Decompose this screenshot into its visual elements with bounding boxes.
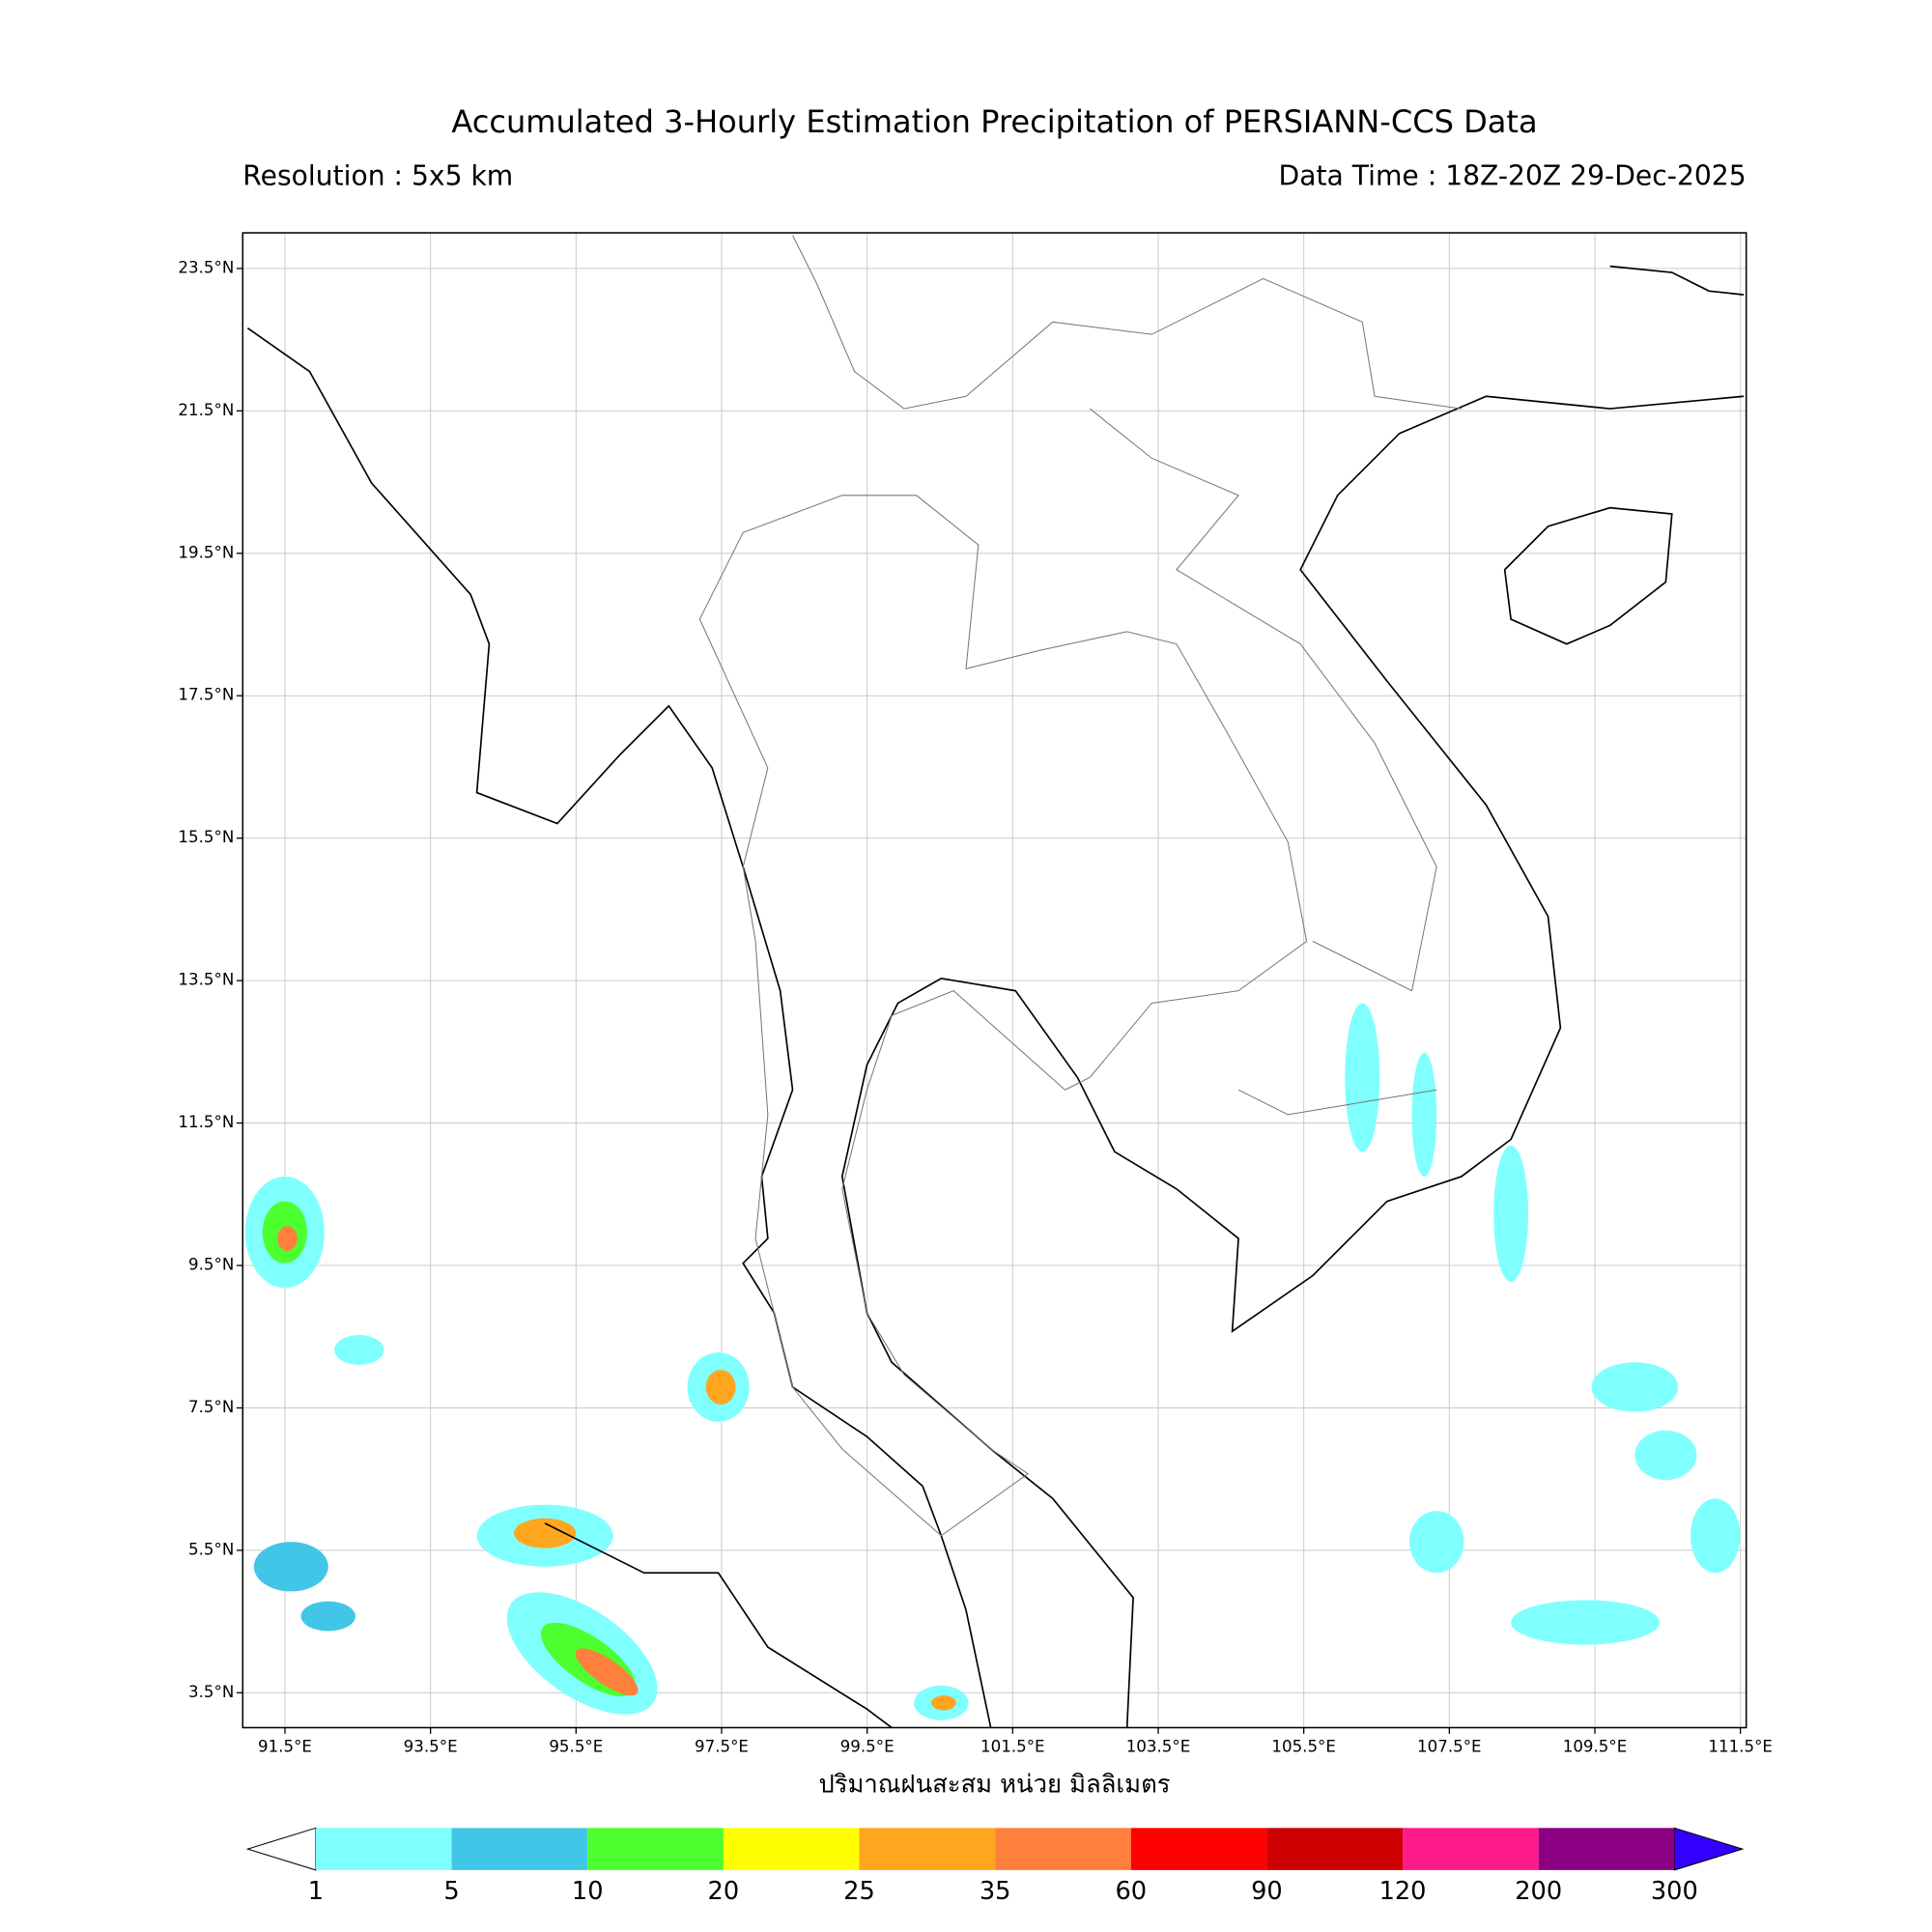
colorbar-under	[245, 1827, 317, 1871]
x-tick-label: 91.5°E	[258, 1737, 312, 1755]
rain-area	[1408, 1511, 1464, 1574]
rain-area	[1634, 1430, 1697, 1481]
rain-area	[1690, 1498, 1741, 1574]
coastline	[246, 327, 992, 1728]
x-tick-label: 105.5°E	[1271, 1737, 1336, 1755]
hainan	[1503, 506, 1673, 645]
colorbar-tick-label: 300	[1651, 1877, 1698, 1906]
geography	[246, 235, 1745, 1729]
title: Accumulated 3-Hourly Estimation Precipit…	[451, 103, 1537, 140]
colorbar-tick-label: 200	[1515, 1877, 1562, 1906]
rain-area	[1511, 1600, 1660, 1645]
rain-area	[300, 1601, 355, 1632]
colorbar-segment	[1266, 1828, 1404, 1870]
colorbar-segment	[1130, 1828, 1267, 1870]
colorbar-segment	[587, 1828, 724, 1870]
colorbar-segment	[315, 1828, 452, 1870]
y-tick-label: 5.5°N	[188, 1540, 234, 1558]
rain-area	[705, 1369, 736, 1405]
coastline	[544, 1522, 893, 1729]
colorbar-segment	[451, 1828, 588, 1870]
y-tick-label: 21.5°N	[178, 401, 234, 419]
colorbar-tick-label: 25	[843, 1877, 875, 1906]
rain-area	[1411, 1052, 1437, 1177]
coastline	[1609, 265, 1745, 296]
thailand-border	[698, 495, 1308, 1537]
y-tick-label: 23.5°N	[178, 258, 234, 276]
country-border	[1237, 1089, 1437, 1116]
country-border	[792, 235, 1462, 410]
precipitation	[244, 1003, 1741, 1720]
rain-area	[1493, 1145, 1529, 1282]
y-tick-label: 15.5°N	[178, 828, 234, 846]
colorbar-segment	[723, 1828, 860, 1870]
x-tick-label: 111.5°E	[1708, 1737, 1773, 1755]
colorbar-label: ปริมาณฝนสะสม หน่วย มิลลิเมตร	[818, 1771, 1170, 1800]
y-tick-label: 3.5°N	[188, 1683, 234, 1701]
colorbar-tick-label: 90	[1251, 1877, 1283, 1906]
x-tick-label: 101.5°E	[980, 1737, 1045, 1755]
rain-area	[253, 1542, 328, 1592]
rain-area	[575, 1648, 639, 1696]
colorbar-tick-label: 35	[980, 1877, 1011, 1906]
colorbar: 1 5 10 20 25 35 60 90 120 200 300	[245, 1827, 1745, 1906]
y-tick-label: 19.5°N	[178, 543, 234, 561]
grid	[242, 233, 1747, 1728]
colorbar-segment	[1403, 1828, 1539, 1870]
y-tick-label: 7.5°N	[188, 1398, 234, 1416]
rain-area	[1591, 1362, 1679, 1412]
y-tick-label: 9.5°N	[188, 1256, 234, 1274]
rain-area	[931, 1695, 956, 1711]
colorbar-segment	[1538, 1828, 1675, 1870]
colorbar-tick-label: 120	[1379, 1877, 1427, 1906]
colorbar-segment	[859, 1828, 996, 1870]
y-tick-label: 13.5°N	[178, 971, 234, 989]
x-tick-label: 109.5°E	[1563, 1737, 1628, 1755]
x-tick-label: 103.5°E	[1126, 1737, 1191, 1755]
colorbar-tick-label: 20	[708, 1877, 740, 1906]
rain-area	[1345, 1003, 1380, 1152]
colorbar-over	[1673, 1827, 1745, 1871]
colorbar-tick-label: 10	[572, 1877, 604, 1906]
rain-area	[514, 1518, 577, 1548]
data-time: Data Time : 18Z-20Z 29-Dec-2025	[1279, 159, 1747, 191]
rain-area	[277, 1226, 298, 1251]
rain-area	[334, 1335, 384, 1365]
x-tick-label: 107.5°E	[1417, 1737, 1482, 1755]
x-tick-label: 97.5°E	[695, 1737, 749, 1755]
coastline	[840, 395, 1745, 1728]
colorbar-tick-label: 5	[443, 1877, 459, 1906]
x-tick-label: 99.5°E	[840, 1737, 895, 1755]
y-tick-label: 17.5°N	[178, 686, 234, 704]
colorbar-tick-label: 60	[1115, 1877, 1147, 1906]
axes: 91.5°E 93.5°E 95.5°E 97.5°E 99.5°E 101.5°E 103…	[178, 258, 1773, 1755]
colorbar-segment	[995, 1828, 1131, 1870]
x-tick-label: 93.5°E	[404, 1737, 458, 1755]
resolution: Resolution : 5x5 km	[242, 159, 513, 191]
colorbar-tick-label: 1	[308, 1877, 324, 1906]
country-border	[1089, 408, 1437, 992]
y-tick-label: 11.5°N	[178, 1113, 234, 1131]
x-tick-label: 95.5°E	[549, 1737, 603, 1755]
